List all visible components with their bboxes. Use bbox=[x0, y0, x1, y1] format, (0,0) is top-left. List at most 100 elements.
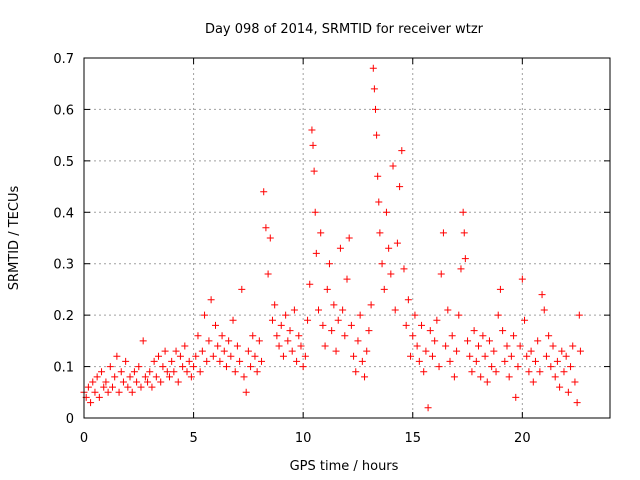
data-point bbox=[343, 275, 351, 283]
data-point bbox=[304, 316, 312, 324]
data-point bbox=[249, 332, 257, 340]
x-tick-label: 15 bbox=[404, 431, 421, 446]
data-point bbox=[459, 208, 467, 216]
data-point bbox=[400, 265, 408, 273]
data-point bbox=[339, 306, 347, 314]
data-point bbox=[468, 368, 476, 376]
data-point bbox=[332, 347, 340, 355]
data-point bbox=[370, 85, 378, 93]
data-point bbox=[516, 342, 524, 350]
data-point bbox=[205, 337, 213, 345]
data-point bbox=[494, 311, 502, 319]
data-point bbox=[450, 373, 458, 381]
data-point bbox=[345, 234, 353, 242]
data-point bbox=[179, 363, 187, 371]
data-point bbox=[536, 368, 544, 376]
data-point bbox=[455, 311, 463, 319]
data-point bbox=[431, 337, 439, 345]
data-point bbox=[514, 363, 522, 371]
data-point bbox=[321, 342, 329, 350]
data-point bbox=[507, 352, 515, 360]
data-point bbox=[503, 342, 511, 350]
data-point bbox=[317, 229, 325, 237]
y-tick-label: 0.1 bbox=[53, 361, 74, 376]
data-point bbox=[133, 378, 141, 386]
data-point bbox=[350, 352, 358, 360]
grid-lines bbox=[84, 58, 610, 418]
x-tick-label: 20 bbox=[514, 431, 531, 446]
data-point bbox=[247, 363, 255, 371]
data-point bbox=[569, 342, 577, 350]
data-point bbox=[209, 352, 217, 360]
data-point bbox=[571, 378, 579, 386]
data-point bbox=[385, 244, 393, 252]
data-point bbox=[161, 347, 169, 355]
data-point bbox=[89, 378, 97, 386]
data-point bbox=[527, 347, 535, 355]
data-point bbox=[244, 347, 252, 355]
data-point bbox=[373, 131, 381, 139]
data-point bbox=[479, 332, 487, 340]
data-point bbox=[435, 363, 443, 371]
data-point bbox=[262, 224, 270, 232]
data-point bbox=[382, 208, 390, 216]
data-point bbox=[198, 347, 206, 355]
data-point bbox=[152, 373, 160, 381]
data-point bbox=[279, 352, 287, 360]
data-point bbox=[106, 363, 114, 371]
data-point bbox=[170, 368, 178, 376]
data-point bbox=[176, 352, 184, 360]
data-point bbox=[485, 337, 493, 345]
data-point bbox=[135, 363, 143, 371]
data-point bbox=[365, 327, 373, 335]
data-point bbox=[356, 311, 364, 319]
data-point bbox=[330, 301, 338, 309]
axis-ticks: 0 0.1 0.2 0.3 0.4 0.5 0.6 0.7 0 5 10 15 20 bbox=[53, 52, 610, 446]
data-point bbox=[521, 316, 529, 324]
data-point bbox=[163, 368, 171, 376]
data-point bbox=[126, 373, 134, 381]
data-point bbox=[319, 321, 327, 329]
data-point bbox=[567, 363, 575, 371]
data-point bbox=[115, 388, 123, 396]
data-point bbox=[181, 342, 189, 350]
data-point bbox=[531, 357, 539, 365]
x-tick-label: 0 bbox=[80, 431, 88, 446]
data-point bbox=[240, 373, 248, 381]
data-point bbox=[273, 332, 281, 340]
data-point bbox=[499, 327, 507, 335]
data-point bbox=[185, 357, 193, 365]
data-point bbox=[470, 327, 478, 335]
data-point bbox=[222, 363, 230, 371]
data-point bbox=[558, 347, 566, 355]
data-point bbox=[576, 347, 584, 355]
data-point bbox=[264, 270, 272, 278]
data-point bbox=[157, 378, 165, 386]
data-point bbox=[409, 332, 417, 340]
data-point bbox=[347, 321, 355, 329]
data-point bbox=[453, 347, 461, 355]
data-point bbox=[203, 357, 211, 365]
data-point bbox=[444, 306, 452, 314]
data-point bbox=[391, 306, 399, 314]
data-point bbox=[398, 147, 406, 155]
data-point bbox=[411, 311, 419, 319]
y-tick-label: 0.3 bbox=[53, 258, 74, 273]
data-point bbox=[466, 352, 474, 360]
data-point bbox=[87, 399, 95, 407]
data-point bbox=[165, 373, 173, 381]
data-point bbox=[545, 332, 553, 340]
data-point bbox=[111, 373, 119, 381]
data-point bbox=[214, 342, 222, 350]
data-point bbox=[266, 234, 274, 242]
data-point bbox=[227, 352, 235, 360]
y-tick-label: 0.6 bbox=[53, 103, 74, 118]
data-point bbox=[538, 291, 546, 299]
data-point bbox=[146, 368, 154, 376]
data-point bbox=[393, 239, 401, 247]
data-point bbox=[518, 275, 526, 283]
data-point bbox=[501, 357, 509, 365]
data-point bbox=[168, 357, 176, 365]
data-point bbox=[460, 229, 468, 237]
